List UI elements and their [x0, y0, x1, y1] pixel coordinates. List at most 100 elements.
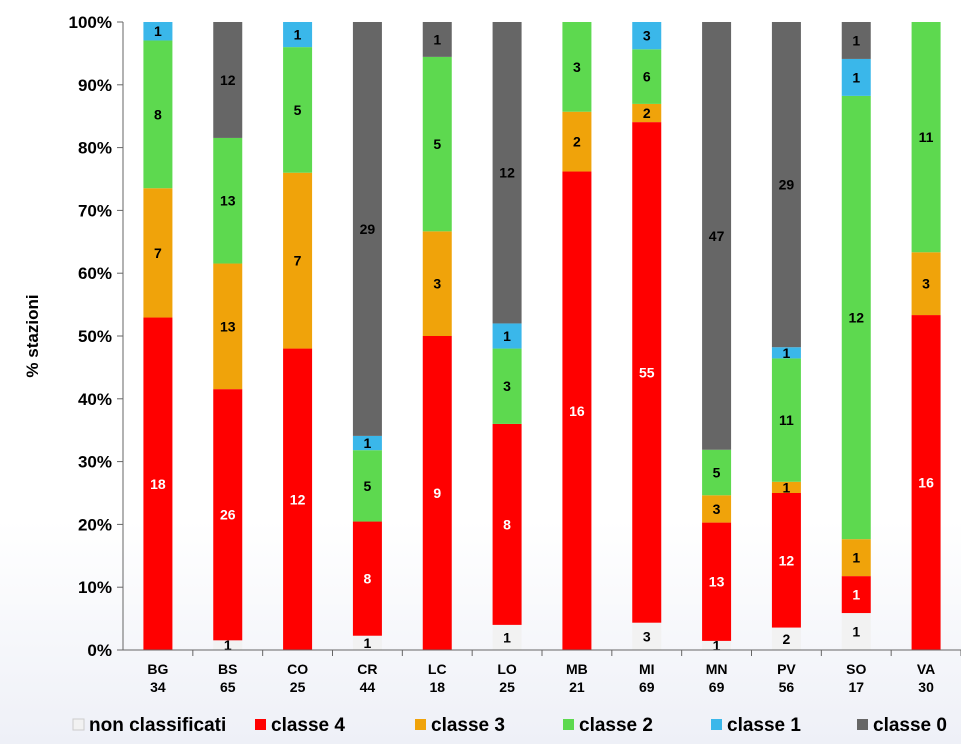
- bar-value-label: 1: [364, 435, 372, 451]
- bar-value-label: 1: [154, 23, 162, 39]
- bar-value-label: 3: [433, 276, 441, 292]
- x-tick-label: BS: [218, 661, 237, 677]
- y-tick-label: 50%: [78, 327, 112, 346]
- bar-segment: [841, 58, 871, 96]
- bar-segment: [702, 640, 732, 650]
- bar-segment: [352, 435, 382, 451]
- legend-label: classe 0: [873, 715, 947, 736]
- x-tick-total: 44: [360, 679, 376, 695]
- bar-value-label: 47: [709, 228, 725, 244]
- bar-segment: [283, 47, 313, 173]
- bar-segment: [841, 22, 871, 59]
- x-tick-label: BG: [147, 661, 168, 677]
- bar-segment: [562, 171, 592, 650]
- bar-segment: [911, 22, 941, 253]
- bar-segment: [771, 358, 801, 482]
- bar-segment: [492, 624, 522, 650]
- bar-value-label: 1: [852, 550, 860, 566]
- bar-value-label: 12: [848, 310, 864, 326]
- bar-segment: [143, 188, 173, 318]
- bar-value-label: 3: [922, 276, 930, 292]
- legend-swatch: [563, 719, 574, 730]
- bar-value-label: 8: [364, 571, 372, 587]
- bar-segment: [841, 539, 871, 577]
- y-tick-label: 10%: [78, 578, 112, 597]
- bar-segment: [841, 613, 871, 650]
- bar-value-label: 12: [220, 72, 236, 88]
- bar-segment: [632, 22, 662, 50]
- bar-value-label: 9: [433, 485, 441, 501]
- y-tick-label: 0%: [87, 641, 112, 660]
- bar-segment: [841, 95, 871, 540]
- x-tick-label: MN: [706, 661, 728, 677]
- legend-label: classe 3: [431, 715, 505, 736]
- legend-swatch: [711, 719, 722, 730]
- bar-value-label: 5: [713, 465, 721, 481]
- y-tick-label: 80%: [78, 139, 112, 158]
- axes-layer: 0% 10% 20% 30% 40% 50% 60% 70% 80% 90% 100% % stazi…: [23, 13, 961, 695]
- bar-segment: [771, 481, 801, 493]
- bar-value-label: 1: [852, 624, 860, 640]
- y-axis-title: % stazioni: [23, 294, 42, 377]
- y-tick-label: 60%: [78, 264, 112, 283]
- x-tick-label: MI: [639, 661, 655, 677]
- x-tick-total: 65: [220, 679, 236, 695]
- bar-segment: [632, 103, 662, 123]
- bar-value-label: 13: [709, 574, 725, 590]
- x-tick-label: LO: [497, 661, 517, 677]
- bar-value-label: 7: [294, 253, 302, 269]
- bar-segment: [143, 40, 173, 189]
- bar-segment: [213, 263, 243, 390]
- legend-swatch: [255, 719, 266, 730]
- x-tick-total: 21: [569, 679, 585, 695]
- bar-segment: [771, 22, 801, 348]
- bar-segment: [492, 348, 522, 424]
- bar-value-label: 6: [643, 69, 651, 85]
- x-tick-total: 69: [639, 679, 655, 695]
- bar-value-label: 1: [713, 637, 721, 653]
- x-tick-total: 69: [709, 679, 725, 695]
- x-tick-label: CO: [287, 661, 308, 677]
- bar-segment: [702, 495, 732, 523]
- bar-segment: [283, 172, 313, 349]
- bar-segment: [632, 622, 662, 650]
- x-tick-label: LC: [428, 661, 447, 677]
- bar-value-label: 11: [779, 412, 794, 428]
- bar-segment: [283, 22, 313, 48]
- bar-value-label: 5: [364, 478, 372, 494]
- x-tick-label: VA: [917, 661, 935, 677]
- bar-segment: [492, 423, 522, 625]
- x-tick-total: 18: [429, 679, 445, 695]
- y-tick-label: 40%: [78, 390, 112, 409]
- bar-value-label: 1: [503, 629, 511, 645]
- x-tick-label: MB: [566, 661, 588, 677]
- bar-segment: [352, 22, 382, 436]
- bar-segment: [352, 635, 382, 650]
- legend-label: non classificati: [89, 715, 226, 736]
- bar-value-label: 1: [503, 328, 511, 344]
- bar-value-label: 5: [294, 102, 302, 118]
- bar-segment: [632, 122, 662, 623]
- bar-value-label: 3: [643, 628, 651, 644]
- legend-label: classe 1: [727, 715, 801, 736]
- bar-segment: [422, 231, 452, 336]
- bar-segment: [841, 576, 871, 614]
- bar-value-label: 1: [783, 479, 791, 495]
- x-tick-total: 30: [918, 679, 934, 695]
- bar-segment: [422, 22, 452, 57]
- bar-segment: [771, 627, 801, 650]
- bar-value-label: 29: [360, 221, 376, 237]
- legend-label: classe 2: [579, 715, 653, 736]
- bar-segment: [352, 450, 382, 522]
- x-tick-label: PV: [777, 661, 796, 677]
- bar-value-label: 1: [224, 637, 232, 653]
- x-tick-total: 56: [779, 679, 795, 695]
- y-tick-label: 70%: [78, 201, 112, 220]
- x-tick-total: 25: [290, 679, 306, 695]
- bar-value-label: 12: [779, 552, 795, 568]
- bar-segment: [702, 522, 732, 641]
- legend: non classificati classe 4 classe 3 classe 2…: [72, 715, 947, 736]
- bar-value-label: 1: [294, 27, 302, 43]
